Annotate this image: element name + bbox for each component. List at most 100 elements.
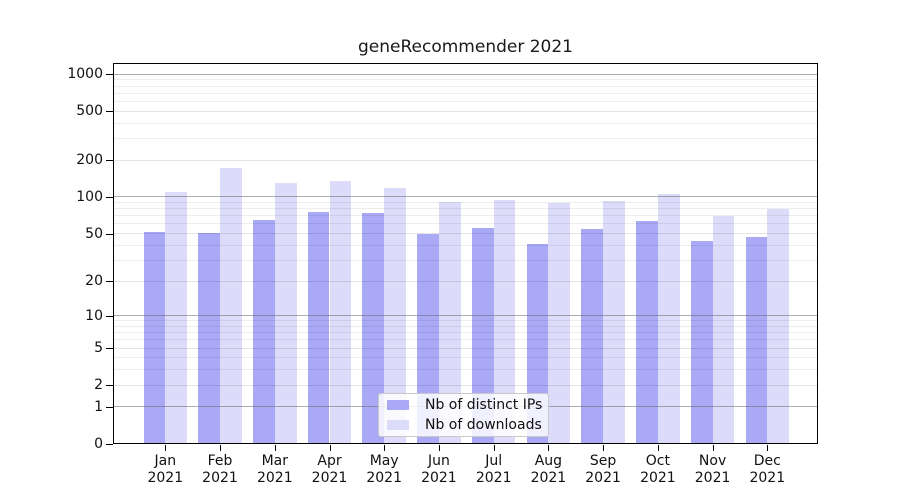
y-tick-label: 20 xyxy=(85,273,103,289)
gridline xyxy=(113,159,818,161)
x-tick-label-month: Oct xyxy=(645,453,670,469)
x-tick xyxy=(384,445,386,451)
x-tick-label-year: 2021 xyxy=(366,470,402,486)
x-tick-label: Dec 2021 xyxy=(732,453,802,487)
x-tick-label-month: Feb xyxy=(207,453,233,469)
x-tick-label-month: Aug xyxy=(534,453,563,469)
gridline xyxy=(113,138,818,139)
legend: Nb of distinct IPs Nb of downloads xyxy=(378,393,549,437)
x-tick-label-month: May xyxy=(369,453,399,469)
gridline xyxy=(113,339,818,341)
plot-area xyxy=(113,63,818,444)
x-tick xyxy=(548,445,550,451)
y-tick-label: 200 xyxy=(76,152,103,169)
x-tick-label-month: Apr xyxy=(317,453,342,469)
x-tick-label: Oct 2021 xyxy=(623,453,693,487)
bar xyxy=(548,203,571,444)
bar xyxy=(253,219,275,444)
x-tick xyxy=(767,445,769,451)
gridline xyxy=(113,233,818,234)
bar xyxy=(712,215,735,444)
gridline xyxy=(113,223,818,225)
gridline xyxy=(113,315,818,317)
gridline xyxy=(113,280,818,282)
x-tick-label-year: 2021 xyxy=(694,470,731,486)
gridline xyxy=(113,347,818,349)
y-tick-label: 0 xyxy=(94,436,103,452)
gridline xyxy=(113,384,818,386)
bar xyxy=(329,180,352,444)
x-tick-label: Sep 2021 xyxy=(568,453,638,487)
x-tick-label-month: Dec xyxy=(753,453,781,469)
legend-label: Nb of downloads xyxy=(425,417,542,433)
y-tick-label: 1 xyxy=(94,398,103,415)
x-tick xyxy=(603,445,605,451)
x-tick-label-month: Jul xyxy=(485,453,503,469)
bar xyxy=(274,183,297,444)
bar xyxy=(690,241,713,444)
x-tick xyxy=(657,445,659,451)
x-tick-label: Feb 2021 xyxy=(185,453,255,487)
x-tick-label-year: 2021 xyxy=(530,470,567,486)
bar xyxy=(143,231,166,444)
bar xyxy=(198,232,220,444)
gridline xyxy=(113,85,818,87)
bar xyxy=(165,191,188,444)
gridline xyxy=(113,73,818,75)
gridline xyxy=(113,122,818,124)
x-tick-label: Jun 2021 xyxy=(404,453,474,487)
legend-item: Nb of downloads xyxy=(379,416,548,435)
x-tick xyxy=(165,445,167,451)
y-tick-label: 5 xyxy=(94,340,103,357)
x-tick-label-year: 2021 xyxy=(749,470,786,486)
x-tick-label-year: 2021 xyxy=(147,470,184,486)
y-tick-label: 500 xyxy=(76,103,103,120)
y-tick xyxy=(106,196,113,198)
y-tick-label: 2 xyxy=(94,377,103,394)
legend-label: Nb of distinct IPs xyxy=(425,397,543,413)
y-tick xyxy=(106,444,113,445)
bar xyxy=(417,233,439,444)
x-tick-label-month: Mar xyxy=(261,453,288,469)
x-tick xyxy=(274,445,276,451)
x-tick xyxy=(438,445,440,451)
bar xyxy=(307,211,330,444)
x-tick-label-year: 2021 xyxy=(585,470,621,486)
gridline xyxy=(113,196,818,198)
gridline xyxy=(113,202,818,203)
x-tick-label-month: Sep xyxy=(589,453,617,469)
bar xyxy=(745,236,768,444)
x-tick-label-month: Jan xyxy=(154,453,177,469)
x-tick-label-year: 2021 xyxy=(311,470,348,486)
x-tick-label: Jul 2021 xyxy=(459,453,529,487)
x-tick-label-year: 2021 xyxy=(202,470,238,486)
bar xyxy=(581,228,604,444)
y-tick xyxy=(106,281,113,282)
bar xyxy=(657,193,680,444)
gridline xyxy=(113,208,818,210)
gridline xyxy=(113,79,818,81)
x-tick-label-month: Nov xyxy=(698,453,727,469)
legend-swatch xyxy=(387,400,409,410)
chart-title: geneRecommender 2021 xyxy=(358,37,573,57)
x-tick xyxy=(329,445,331,451)
legend-swatch xyxy=(387,420,409,430)
x-tick-label-year: 2021 xyxy=(475,470,512,486)
bar xyxy=(438,201,461,444)
y-tick xyxy=(106,315,113,317)
y-tick xyxy=(106,111,113,113)
x-tick-label: Mar 2021 xyxy=(240,453,310,487)
gridline xyxy=(113,244,818,246)
x-tick-label-year: 2021 xyxy=(256,470,293,486)
bar xyxy=(493,199,516,444)
bar xyxy=(636,220,658,444)
gridline xyxy=(113,110,818,112)
bar xyxy=(362,212,385,444)
bar xyxy=(603,200,625,444)
y-tick-label: 1000 xyxy=(67,66,103,83)
x-tick-label-year: 2021 xyxy=(640,470,676,486)
x-tick-label: Jan 2021 xyxy=(130,453,200,487)
gridline xyxy=(113,259,818,261)
gridline xyxy=(113,369,818,371)
